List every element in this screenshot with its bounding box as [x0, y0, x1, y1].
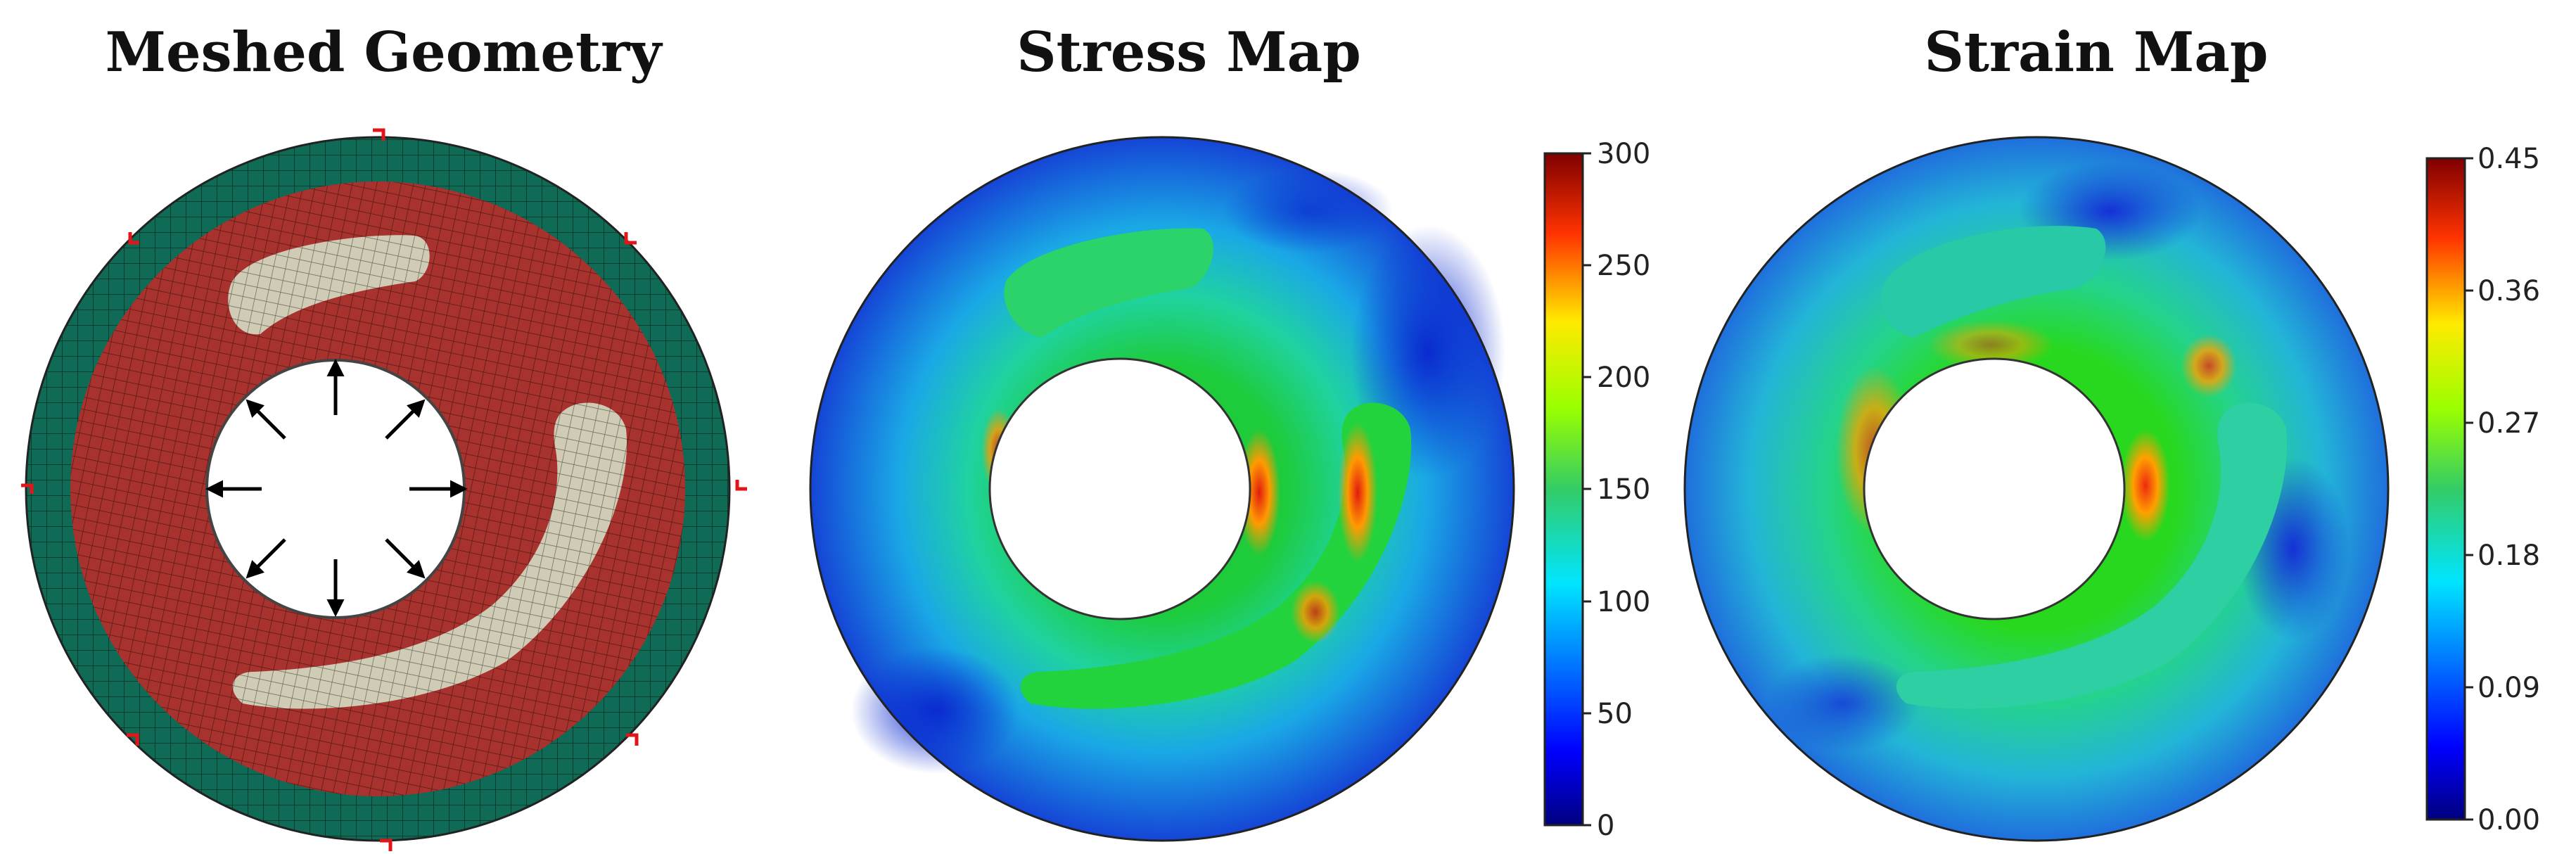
strain-upper-inclusion: [1881, 226, 2106, 338]
strain-map-title: Strain Map: [1924, 20, 2269, 84]
strain-tick-0.09: 0.09: [2478, 672, 2540, 704]
strain-contour-plot: [1683, 136, 2390, 842]
arrow-down-right-icon: [385, 538, 426, 579]
stress-colorbar-gradient: [1543, 152, 1584, 827]
internal-pressure-arrows: [205, 359, 468, 617]
stress-tick-200: 200: [1597, 362, 1650, 394]
stress-contour-plot: [809, 136, 1515, 842]
strain-tick-0.36: 0.36: [2478, 275, 2540, 307]
stress-tick-300: 300: [1597, 138, 1650, 170]
arrow-up-left-icon: [246, 399, 286, 440]
stress-upper-inclusion: [1004, 228, 1213, 338]
stress-tick-150: 150: [1597, 473, 1650, 506]
strain-tick-0.45: 0.45: [2478, 143, 2540, 175]
stress-map-title: Stress Map: [1016, 20, 1361, 84]
geometry-body: [25, 136, 731, 842]
strain-colorbar: 0.45 0.36 0.27 0.18 0.09 0.00: [2425, 143, 2540, 836]
meshed-geometry-title: Meshed Geometry: [105, 20, 662, 84]
stress-hole: [988, 357, 1251, 620]
arrow-up-right-icon: [385, 399, 426, 440]
stress-tick-50: 50: [1597, 698, 1633, 730]
stress-tick-250: 250: [1597, 250, 1650, 282]
stress-tick-100: 100: [1597, 586, 1650, 618]
stress-colorbar: 300 250 200 150 100 50 0: [1543, 138, 1650, 842]
strain-tick-0.27: 0.27: [2478, 407, 2540, 440]
strain-hole: [1863, 357, 2126, 620]
strain-tick-0.00: 0.00: [2478, 804, 2540, 836]
boundary-markers: [21, 128, 747, 851]
strain-lower-inclusion: [1896, 402, 2288, 709]
arrow-down-left-icon: [246, 538, 286, 579]
strain-colorbar-gradient: [2425, 157, 2466, 821]
strain-tick-0.18: 0.18: [2478, 540, 2540, 572]
stress-tick-0: 0: [1597, 810, 1614, 842]
